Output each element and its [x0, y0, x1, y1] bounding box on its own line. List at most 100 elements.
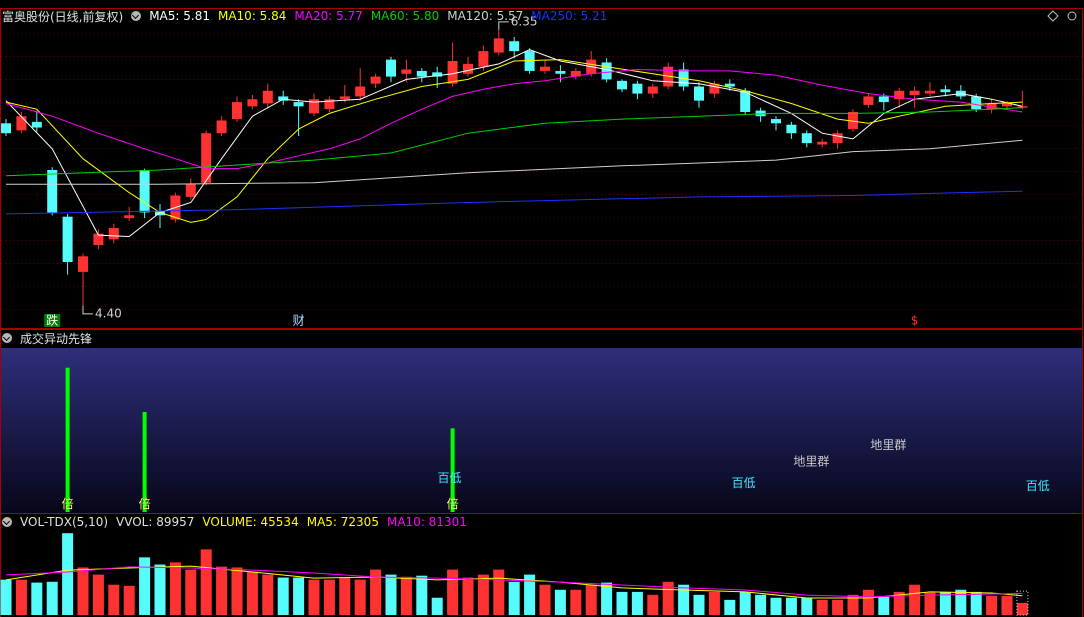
- candle-body: [524, 51, 535, 71]
- volume-bar: [277, 577, 289, 615]
- signal-label: 百低: [732, 476, 756, 490]
- volume-bar: [77, 567, 89, 615]
- candle-body: [709, 83, 720, 94]
- volume-bar: [477, 574, 489, 615]
- candle-body: [155, 211, 165, 216]
- marker: 跌: [46, 313, 58, 328]
- extreme-leader: [498, 21, 509, 30]
- signal-label: 倍: [139, 496, 151, 511]
- legend-name: MA10: [218, 9, 260, 23]
- candle-body: [909, 90, 920, 95]
- volume-bar: [216, 566, 228, 615]
- volume-bar: [462, 577, 474, 615]
- readout-value: 89957: [156, 515, 195, 529]
- legend-entry: MA1081301: [387, 515, 467, 529]
- volume-bar: [293, 577, 305, 615]
- volume-bar: [62, 533, 74, 615]
- ma-line: [5, 190, 1023, 215]
- volume-bar: [231, 567, 243, 615]
- volume-bar: [662, 581, 674, 615]
- volume-bar: [924, 592, 936, 615]
- volume-bar: [939, 591, 951, 615]
- candle-body: [817, 141, 828, 145]
- chart-title: 富奥股份(日线,前复权): [2, 9, 124, 24]
- candle-body: [863, 96, 874, 105]
- vvol-box: [1016, 590, 1029, 616]
- candle-body: [971, 96, 982, 110]
- legend-entry: MA1205.57: [447, 9, 523, 23]
- candle-body: [309, 99, 319, 114]
- volume-bar: [970, 591, 982, 615]
- collapse-icon[interactable]: [2, 333, 12, 343]
- volume-bar: [524, 574, 536, 615]
- extreme-leader: [82, 305, 93, 315]
- volume-bar: [539, 584, 551, 615]
- volume-bar: [570, 589, 582, 615]
- signal-header: 成交异动先锋: [2, 330, 92, 346]
- volume-bar: [323, 579, 335, 615]
- candle-body: [324, 99, 335, 110]
- candle-body: [617, 80, 627, 90]
- candle-body: [232, 102, 242, 120]
- ma-line: [5, 59, 1023, 223]
- volume-bar: [431, 597, 443, 615]
- volume-bar: [185, 569, 197, 615]
- volume-bar: [832, 599, 844, 615]
- collapse-icon[interactable]: [131, 11, 142, 21]
- readout: VOLUME45534: [202, 515, 298, 529]
- marker: $: [911, 314, 919, 328]
- candle-body: [139, 170, 150, 213]
- collapse-icon[interactable]: [2, 517, 12, 527]
- legend-value: 5.80: [412, 9, 440, 23]
- volume-bar: [585, 584, 597, 615]
- settings-icon[interactable]: [1047, 10, 1059, 22]
- legend-name: MA5: [149, 9, 183, 23]
- candle-body: [755, 110, 766, 117]
- legend-name: MA60: [371, 9, 413, 23]
- volume-bar: [15, 579, 27, 615]
- candle-body: [463, 63, 473, 74]
- candle-body: [894, 90, 905, 100]
- candle-body: [416, 70, 427, 77]
- candle-body: [247, 99, 258, 107]
- candle-body: [540, 66, 550, 71]
- candle-body: [447, 61, 458, 84]
- candle-body: [355, 86, 366, 97]
- chart-title: 成交异动先锋: [20, 331, 93, 346]
- ma-line: [5, 68, 1023, 170]
- candle-body: [925, 90, 935, 94]
- candle-body: [293, 102, 304, 107]
- legend-value: 5.77: [336, 9, 363, 23]
- volume-bar: [755, 594, 767, 615]
- volume-bar: [878, 596, 890, 615]
- ma-line: [5, 107, 1023, 177]
- candle-body: [940, 89, 951, 93]
- candle-body: [878, 96, 889, 103]
- legend-value: 5.84: [259, 9, 287, 23]
- volume-bar: [724, 599, 736, 615]
- signal-label: 倍: [447, 496, 459, 511]
- volume-bar: [647, 594, 659, 615]
- legend-name: MA120: [447, 9, 496, 23]
- option-icon[interactable]: [1067, 11, 1077, 21]
- legend-entry: MA605.80: [371, 9, 439, 23]
- signal-label: 百低: [438, 471, 462, 485]
- candle-body: [16, 116, 27, 131]
- legend-name: MA250: [531, 9, 580, 23]
- legend-value: 72305: [340, 515, 379, 529]
- legend-name: MA20: [294, 9, 336, 23]
- volume-bar: [785, 597, 797, 615]
- candle-body: [786, 124, 797, 134]
- volume-bar: [0, 579, 12, 615]
- ma-line: [6, 139, 1023, 185]
- candle-body: [801, 133, 812, 144]
- volume-bar: [770, 597, 782, 615]
- candle-body: [108, 228, 119, 240]
- volume-bar: [955, 589, 967, 615]
- volume-bar: [508, 581, 520, 615]
- signal-label: 倍: [62, 496, 74, 511]
- legend-entry: MA55.81: [149, 9, 210, 23]
- volume-bar: [31, 582, 43, 615]
- legend-value: 5.21: [580, 9, 608, 23]
- candle-body: [31, 121, 42, 128]
